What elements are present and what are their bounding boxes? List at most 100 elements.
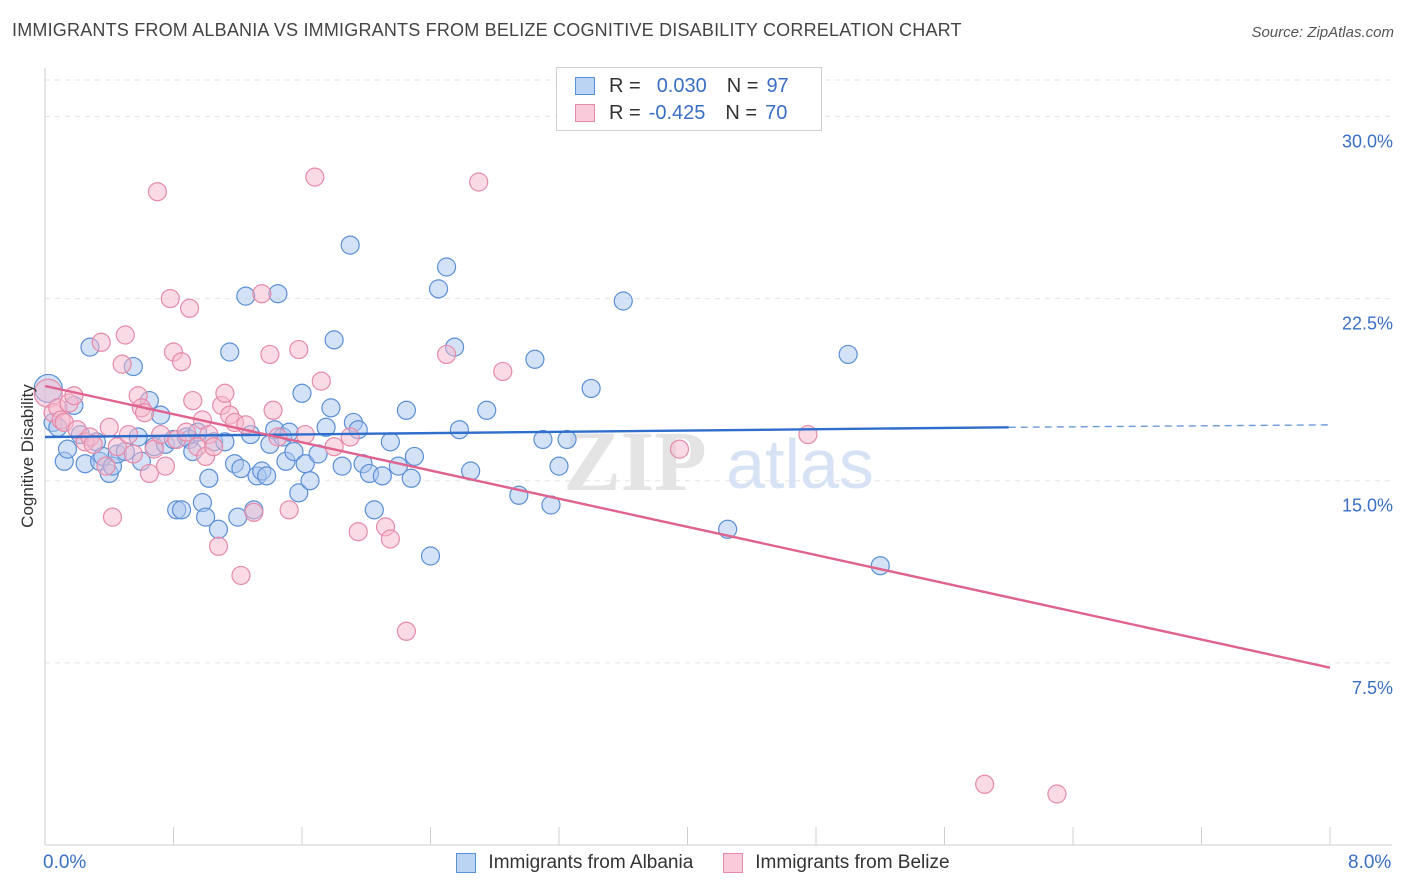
belize-point — [112, 354, 132, 374]
albania-point — [324, 330, 344, 350]
belize-point — [975, 774, 995, 794]
albania-point — [549, 456, 569, 476]
belize-point — [231, 565, 251, 586]
albania-point — [208, 519, 229, 539]
albania-point — [533, 429, 553, 450]
series-legend: Immigrants from Albania Immigrants from … — [0, 852, 1406, 874]
belize-point — [340, 427, 360, 447]
albania-point — [401, 468, 421, 488]
belize-point — [311, 371, 331, 391]
albania-point — [364, 500, 384, 520]
albania-point — [228, 507, 248, 527]
albania-point — [300, 471, 320, 491]
albania-point — [436, 257, 457, 277]
y-tick-label: 30.0% — [1342, 131, 1393, 151]
belize-legend-swatch — [723, 853, 744, 873]
belize-trend-line — [44, 384, 1331, 669]
belize-point — [176, 422, 196, 442]
albania-point — [581, 378, 601, 399]
belize-point — [91, 332, 111, 352]
belize-point — [279, 500, 299, 520]
albania-point — [231, 458, 251, 479]
legend-item-belize[interactable]: Immigrants from Belize — [723, 852, 950, 874]
albania-point — [420, 546, 441, 566]
belize-point — [160, 288, 180, 309]
albania-legend-swatch — [456, 853, 477, 873]
albania-trend-line — [44, 426, 1009, 439]
belize-point — [252, 284, 272, 304]
belize-point — [171, 352, 192, 372]
x-tick-label-min: 0.0% — [43, 852, 87, 873]
belize-point — [102, 507, 123, 527]
albania-point — [380, 432, 400, 452]
albania-point — [321, 398, 341, 418]
albania-swatch — [575, 77, 595, 95]
belize-point — [305, 167, 325, 187]
legend-item-albania[interactable]: Immigrants from Albania — [456, 852, 693, 874]
source-label: Source: ZipAtlas.com — [1251, 24, 1394, 41]
albania-point — [284, 441, 304, 462]
belize-point — [493, 361, 513, 382]
belize-point — [244, 502, 264, 522]
stats-row-belize: R = -0.425 N = 70 — [575, 100, 807, 126]
n-label: N = — [725, 101, 758, 124]
albania-point — [396, 400, 417, 420]
albania-point — [316, 417, 336, 437]
y-tick-label: 7.5% — [1352, 678, 1393, 698]
albania-point — [199, 468, 219, 488]
chart-title: IMMIGRANTS FROM ALBANIA VS IMMIGRANTS FR… — [12, 20, 962, 40]
albania-point — [372, 466, 392, 486]
stats-legend: R = 0.030 N = 97 R = -0.425 N = 70 — [556, 67, 822, 131]
belize-point — [155, 456, 176, 476]
albania-point — [57, 439, 78, 459]
belize-point — [139, 463, 160, 484]
belize-legend-label: Immigrants from Belize — [755, 852, 950, 873]
belize-point — [669, 439, 690, 459]
albania-point — [428, 279, 449, 299]
n-label: N = — [726, 74, 759, 97]
albania-point — [171, 500, 192, 520]
albania-point — [332, 456, 352, 476]
belize-point — [183, 390, 203, 411]
belize-point — [118, 424, 139, 445]
belize-point — [204, 437, 224, 457]
x-tick-label-max: 8.0% — [1348, 852, 1392, 873]
belize-swatch — [575, 104, 595, 122]
albania-point — [613, 291, 633, 311]
albania-point — [557, 429, 577, 450]
belize-point — [396, 621, 417, 641]
belize-point — [147, 182, 168, 202]
belize-point — [179, 298, 200, 318]
albania-point — [257, 466, 277, 486]
belize-point — [348, 522, 368, 542]
albania-trend-extension — [1008, 424, 1331, 428]
belize-point — [263, 400, 283, 420]
stats-row-albania: R = 0.030 N = 97 — [575, 73, 809, 99]
belize-point — [208, 536, 229, 556]
belize-point — [107, 437, 127, 457]
albania-point — [870, 556, 890, 576]
albania-point — [838, 344, 858, 365]
belize-point — [83, 434, 103, 454]
watermark-zip: ZIP — [563, 413, 706, 509]
albania-legend-label: Immigrants from Albania — [488, 852, 694, 873]
albania-point — [289, 483, 309, 503]
albania-point — [196, 507, 216, 527]
r-value: 0.030 — [656, 74, 707, 97]
r-value: -0.425 — [648, 101, 706, 124]
belize-point — [260, 344, 280, 365]
albania-point — [268, 284, 288, 304]
albania-point — [220, 342, 240, 362]
y-tick-label: 15.0% — [1342, 496, 1393, 516]
belize-point — [215, 383, 235, 403]
belize-point — [469, 172, 489, 192]
belize-point — [380, 529, 400, 549]
belize-point — [99, 417, 119, 437]
r-label: R = — [609, 74, 641, 97]
belize-point — [64, 386, 84, 406]
belize-point — [96, 456, 116, 476]
n-value: 97 — [766, 74, 789, 97]
belize-point — [324, 437, 344, 457]
albania-point — [404, 446, 425, 467]
